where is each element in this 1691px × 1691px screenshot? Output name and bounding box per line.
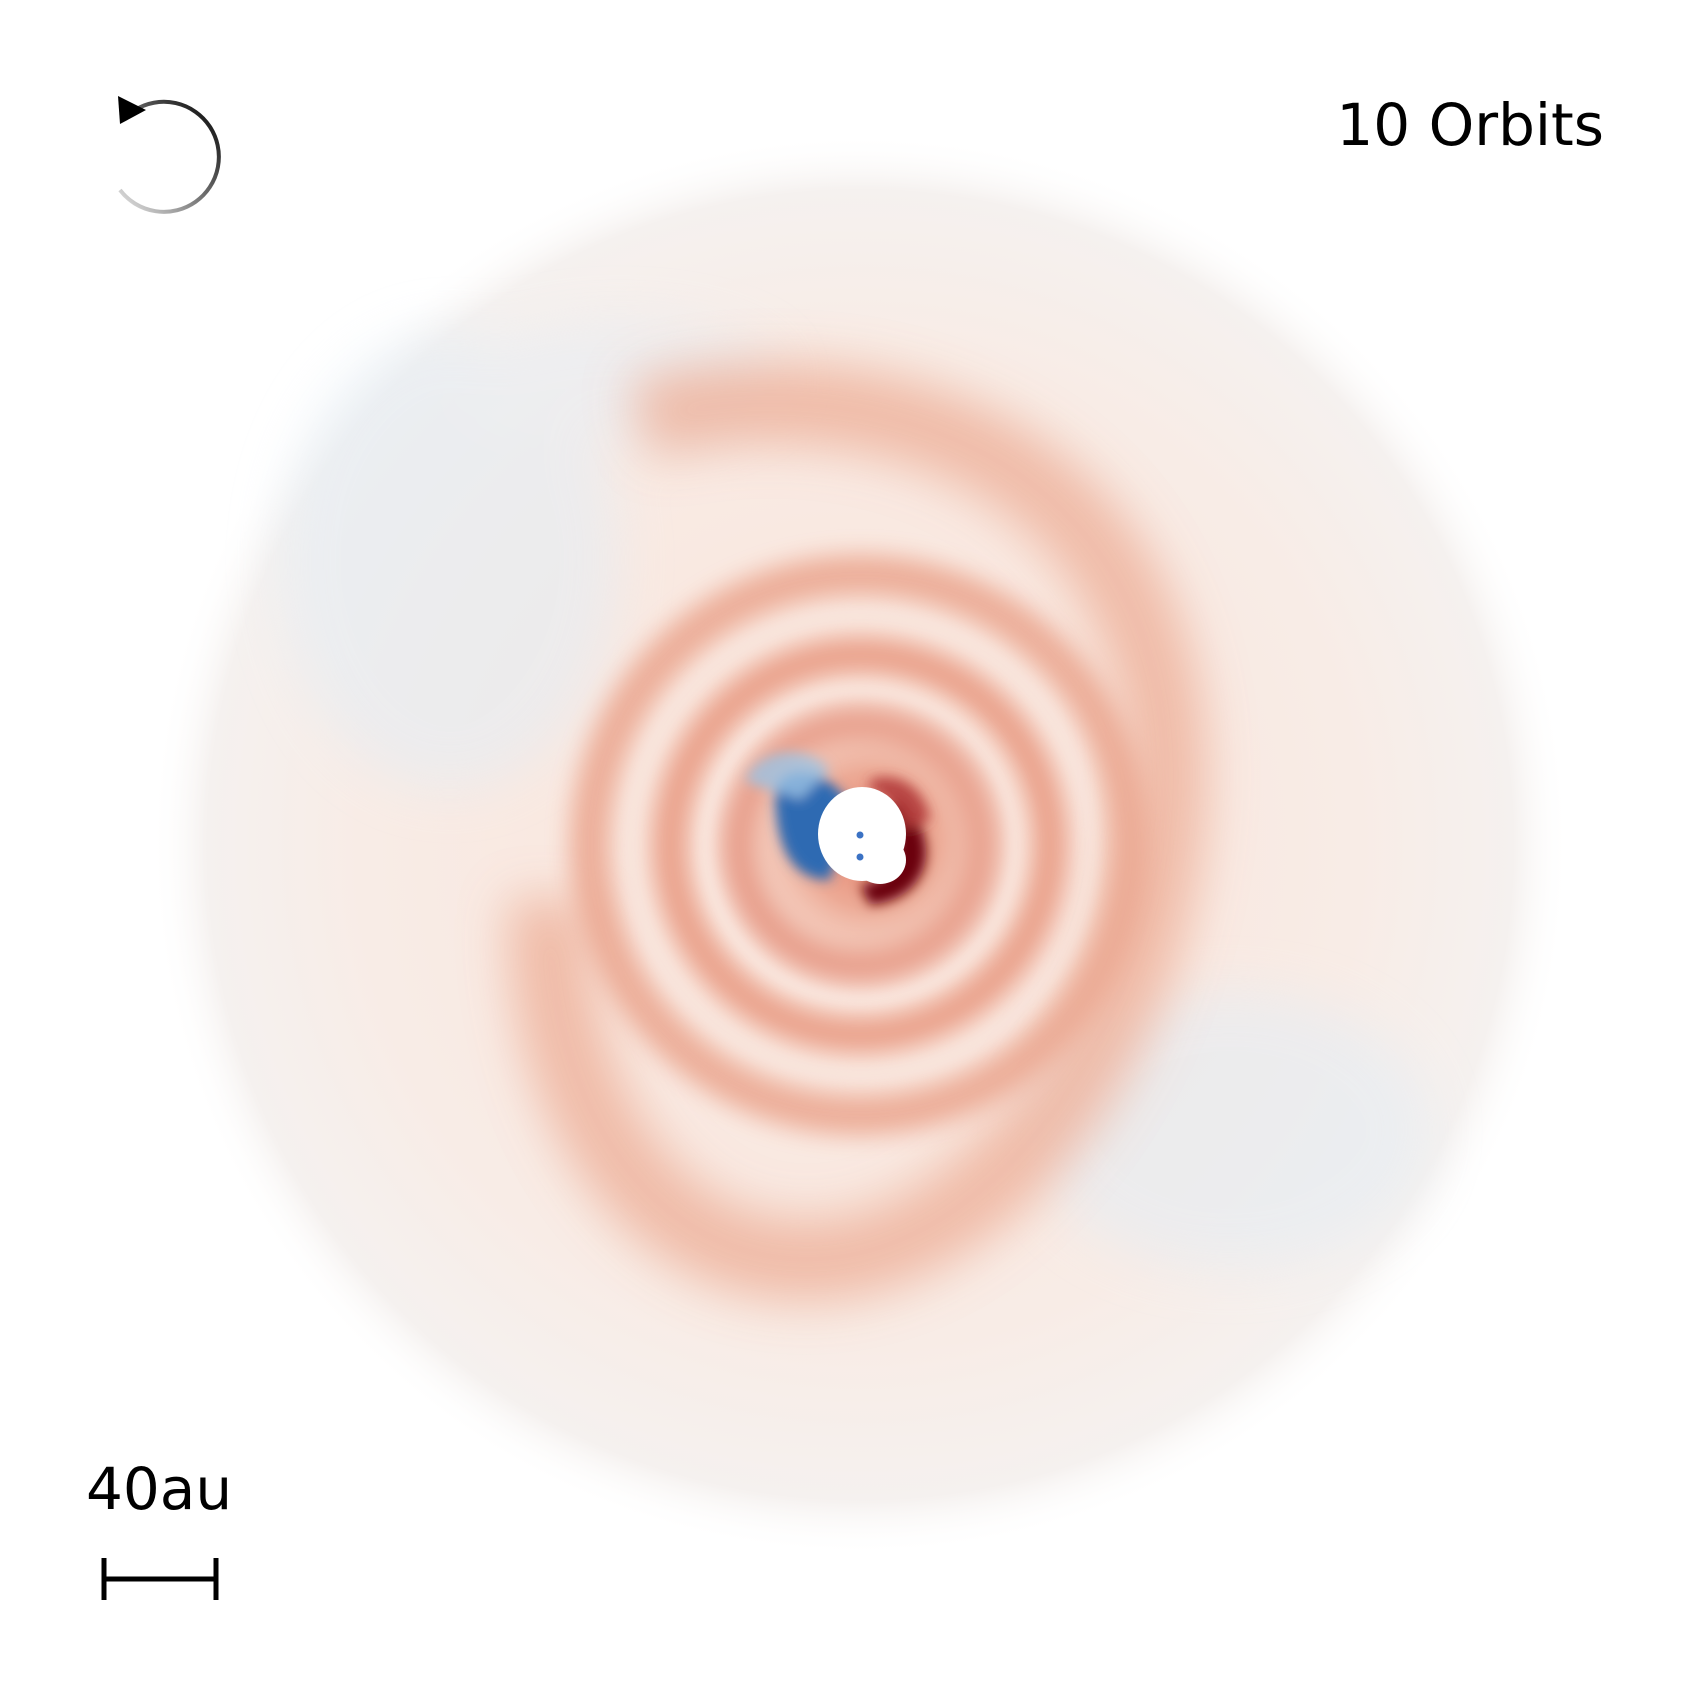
counterclockwise-rotation-icon [118, 96, 221, 214]
ring-2 [652, 637, 1068, 1053]
star-2 [856, 853, 864, 861]
scale-bar [101, 1558, 219, 1600]
scale-label: 40au [86, 1455, 233, 1523]
orbits-label: 10 Orbits [1336, 91, 1604, 159]
blue-region-upper-left [280, 330, 620, 790]
star-1 [856, 831, 864, 839]
spiral-arm-outer [509, 362, 1206, 1301]
ring-3 [570, 555, 1150, 1135]
